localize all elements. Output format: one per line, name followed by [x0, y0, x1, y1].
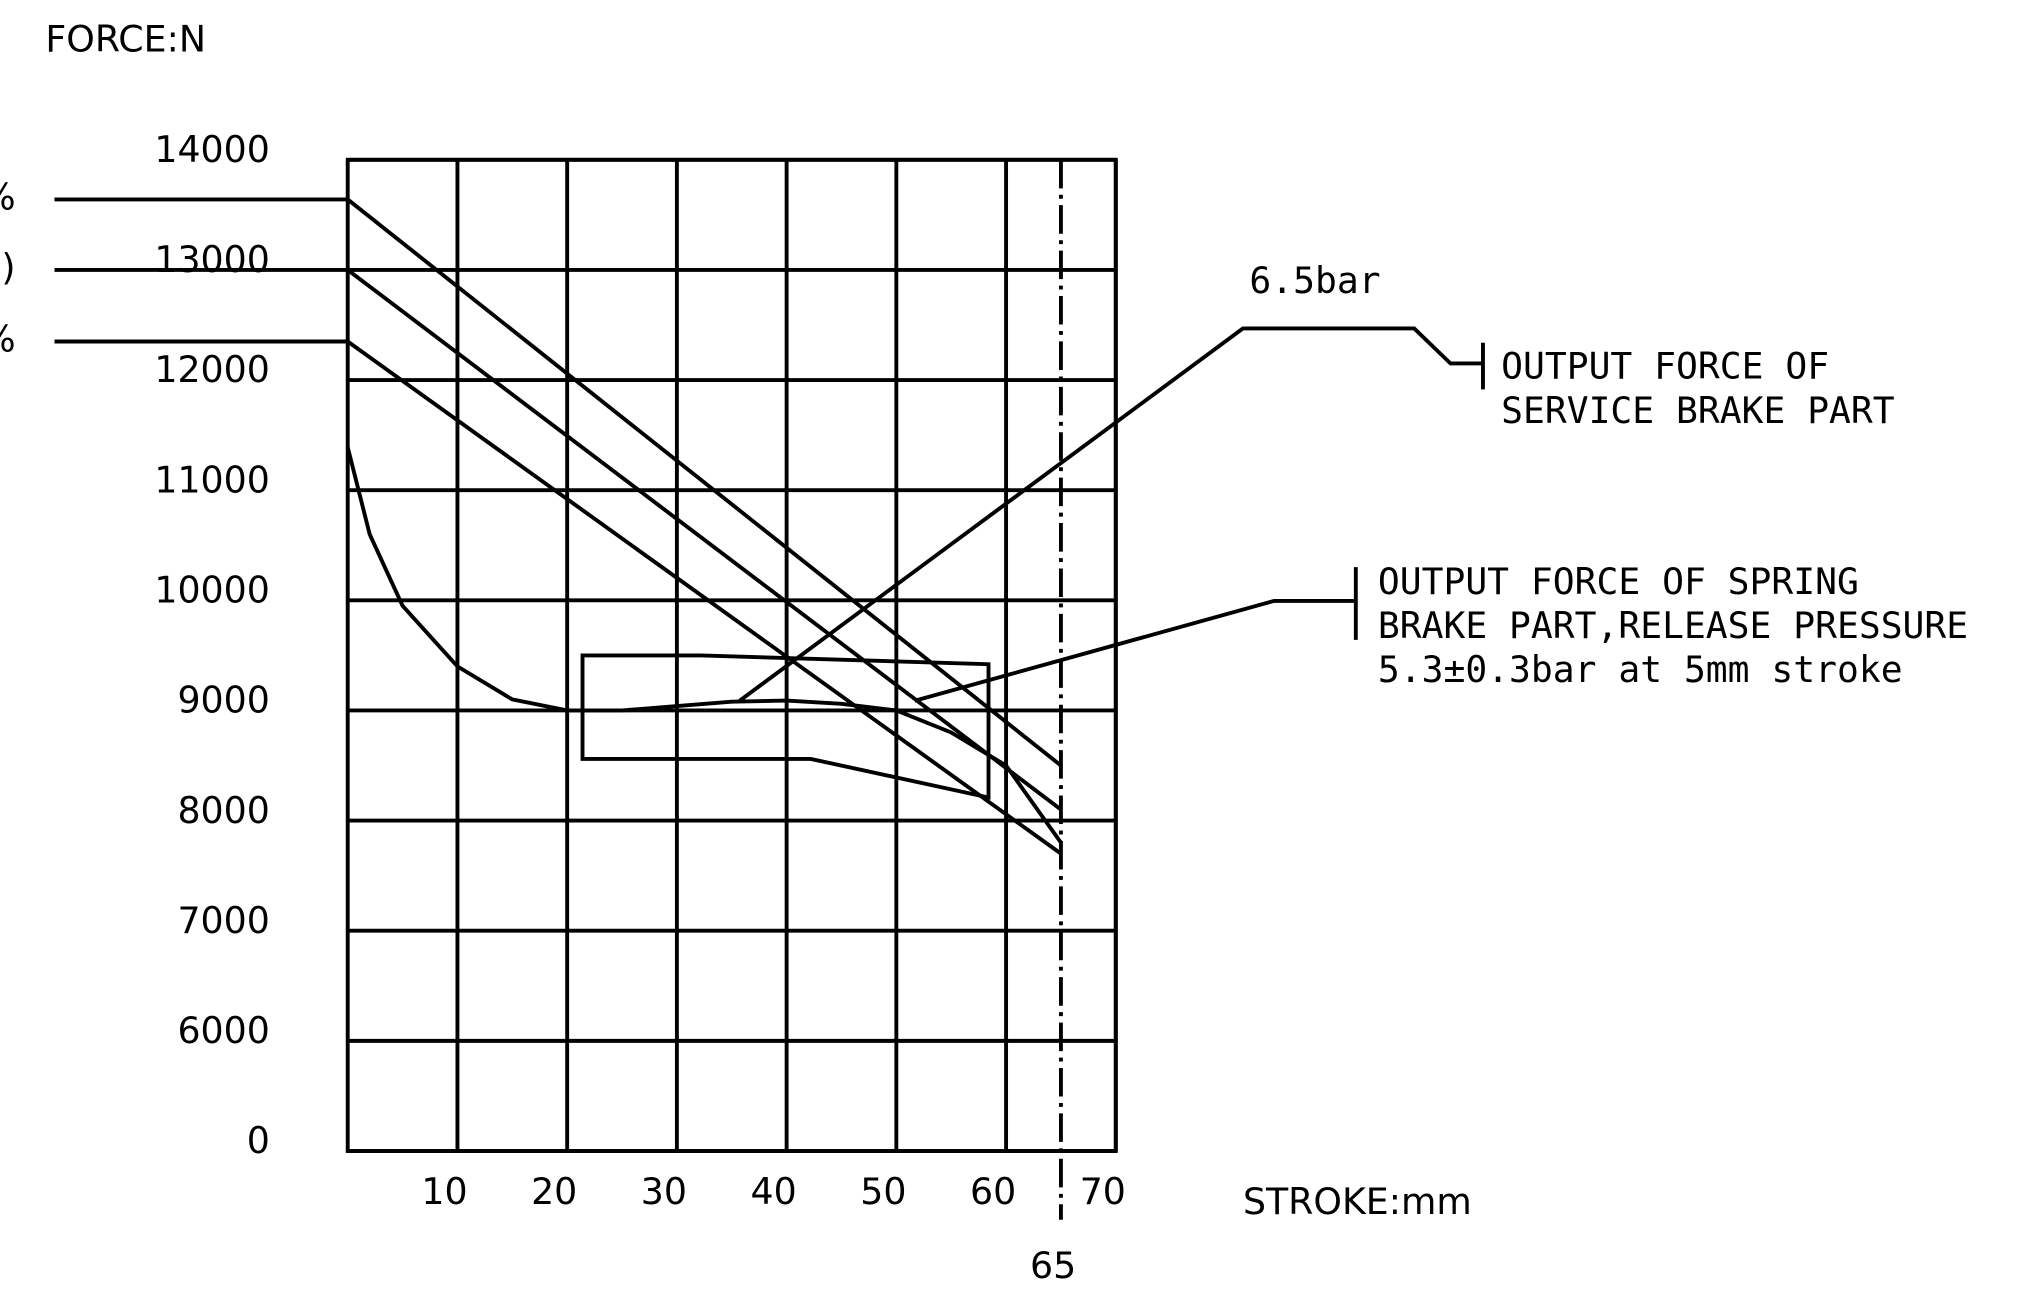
x-axis-label: STROKE:mm [1243, 1180, 1472, 1223]
annotation: BRAKE PART,RELEASE PRESSURE [1378, 604, 1968, 647]
series-label: ) [1, 246, 15, 289]
y-tick-label: 13000 [154, 238, 270, 281]
y-tick-label: 9000 [177, 679, 269, 722]
y-tick-label: 0 [247, 1119, 270, 1162]
series-label: % [0, 175, 16, 218]
x-tick-label: 20 [531, 1170, 577, 1213]
annotation: OUTPUT FORCE OF [1501, 345, 1829, 388]
series-line [346, 197, 1063, 768]
y-tick-label: 8000 [177, 789, 269, 832]
x-tick-label: 40 [751, 1170, 797, 1213]
annotation: 6.5bar [1249, 259, 1380, 302]
y-tick-label: 10000 [154, 569, 270, 612]
y-tick-label: 12000 [154, 348, 270, 391]
y-tick-label: 7000 [177, 899, 269, 942]
leader-line [738, 326, 1483, 703]
series-line [346, 339, 1063, 856]
x-tick-label: 30 [641, 1170, 687, 1213]
x-tick-label: 70 [1080, 1170, 1126, 1213]
y-tick-label: 6000 [177, 1009, 269, 1052]
series-line [346, 268, 1063, 812]
annotation: 5.3±0.3bar at 5mm stroke [1378, 648, 1903, 691]
leader-line [914, 598, 1356, 703]
y-axis-label: FORCE:N [45, 18, 206, 61]
annotation: OUTPUT FORCE OF SPRING [1378, 560, 1859, 603]
series-line [345, 446, 1063, 844]
x-tick-label: 10 [421, 1170, 467, 1213]
marker-label: 65 [1030, 1244, 1076, 1287]
x-tick-label: 60 [970, 1170, 1016, 1213]
x-tick-label: 50 [860, 1170, 906, 1213]
tolerance-box [580, 653, 991, 800]
series-label: % [0, 317, 16, 360]
annotation: SERVICE BRAKE PART [1501, 389, 1895, 432]
y-tick-label: 14000 [154, 128, 270, 171]
y-tick-label: 11000 [154, 458, 270, 501]
